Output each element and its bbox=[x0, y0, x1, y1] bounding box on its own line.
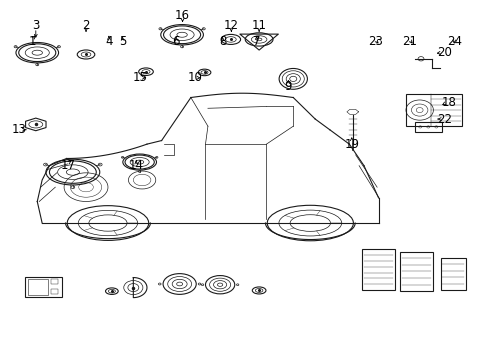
Bar bbox=[414, 122, 441, 132]
Bar bbox=[399, 252, 432, 291]
Text: 12: 12 bbox=[224, 19, 238, 32]
Text: 24: 24 bbox=[446, 35, 461, 49]
Text: 1: 1 bbox=[29, 35, 36, 49]
Text: 2: 2 bbox=[82, 19, 90, 32]
Bar bbox=[361, 249, 394, 290]
Text: 14: 14 bbox=[128, 159, 143, 172]
Text: 4: 4 bbox=[105, 35, 112, 49]
Text: 11: 11 bbox=[251, 19, 266, 32]
Text: 13: 13 bbox=[12, 123, 27, 136]
Bar bbox=[51, 289, 58, 294]
Bar bbox=[440, 258, 465, 290]
Text: 5: 5 bbox=[119, 35, 126, 49]
Text: 10: 10 bbox=[187, 71, 202, 84]
Bar bbox=[405, 94, 461, 126]
Text: 17: 17 bbox=[61, 159, 75, 172]
Bar bbox=[28, 279, 48, 294]
Text: 7: 7 bbox=[252, 35, 260, 49]
Text: 18: 18 bbox=[441, 96, 456, 109]
Bar bbox=[51, 279, 58, 284]
Text: 16: 16 bbox=[175, 9, 190, 22]
Text: 19: 19 bbox=[344, 138, 359, 150]
Text: 23: 23 bbox=[367, 35, 382, 49]
Text: 20: 20 bbox=[436, 46, 451, 59]
Text: 3: 3 bbox=[32, 19, 40, 32]
Text: 9: 9 bbox=[284, 80, 291, 93]
Text: 8: 8 bbox=[219, 35, 226, 49]
Bar bbox=[25, 277, 62, 297]
Text: 15: 15 bbox=[132, 71, 147, 84]
Text: 21: 21 bbox=[401, 35, 416, 49]
Text: 6: 6 bbox=[172, 35, 180, 49]
Text: 22: 22 bbox=[436, 113, 451, 126]
